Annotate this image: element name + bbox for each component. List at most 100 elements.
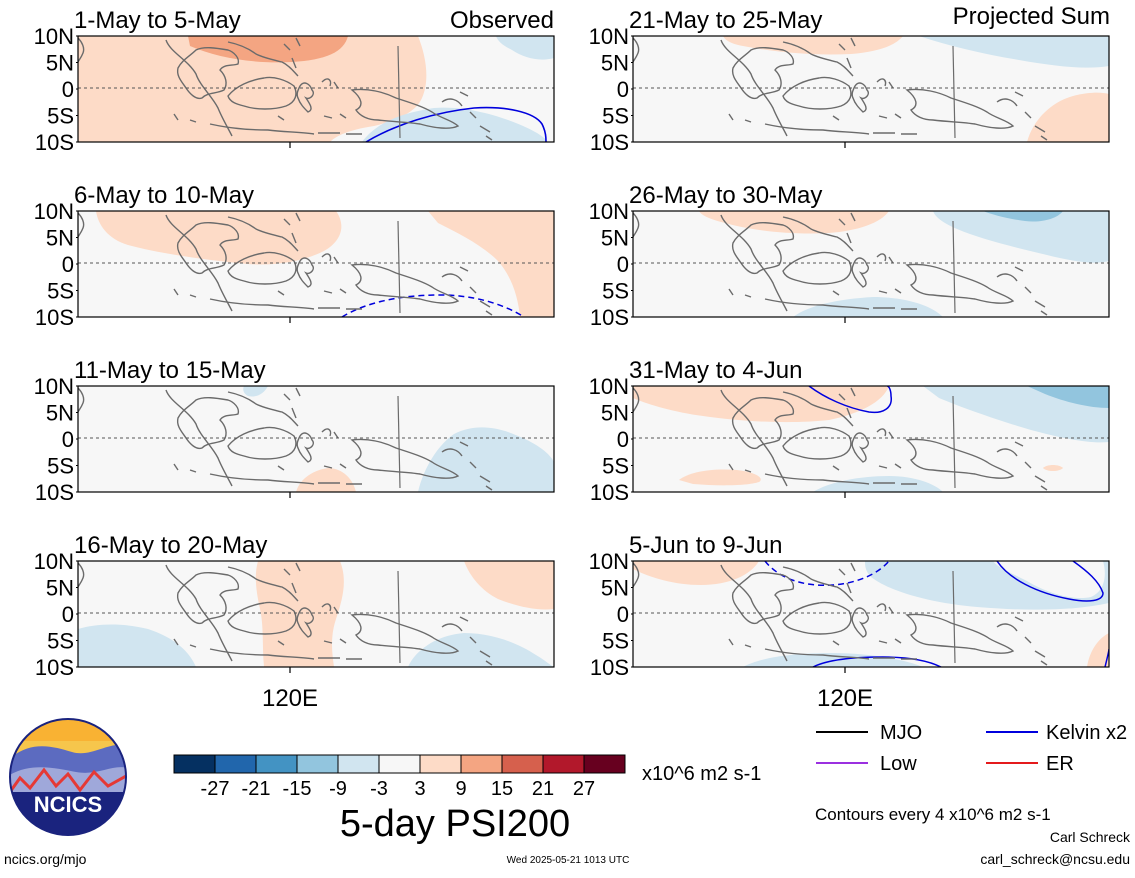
panel-title: 31-May to 4-Jun: [629, 357, 802, 384]
lat-tick-label: 10S: [35, 305, 74, 330]
lat-tick-label: 10S: [35, 480, 74, 505]
panel-6: 26-May to 30-May: [629, 182, 1110, 323]
lat-tick-label: 5S: [602, 104, 629, 129]
colorbar-swatch: [214, 754, 257, 774]
lat-tick-label: 5S: [47, 104, 74, 129]
lat-tick-label: 0: [617, 427, 629, 452]
lat-tick-label: 10N: [589, 199, 629, 224]
colorbar: -27 -21 -15 -9 -3 3 9 15 21 27: [173, 754, 626, 800]
lat-tick-label: 0: [617, 602, 629, 627]
lat-tick-label: 10N: [34, 549, 74, 574]
colorbar-swatch: [255, 754, 298, 774]
corner-label-observed: Observed: [450, 7, 554, 34]
author-name: Carl Schreck: [1050, 829, 1131, 845]
colorbar-label: 21: [532, 778, 554, 800]
lat-tick-label: 5N: [601, 51, 629, 76]
lat-tick-label: 0: [617, 252, 629, 277]
colorbar-swatch: [378, 754, 421, 774]
panel-3: 11-May to 15-May: [74, 357, 555, 498]
lat-tick-label: 5N: [46, 51, 74, 76]
colorbar-label: -15: [283, 778, 312, 800]
panel-4: 16-May to 20-May: [74, 532, 555, 673]
contour-note: Contours every 4 x10^6 m2 s-1: [815, 805, 1051, 824]
lat-tick-label: 10N: [34, 24, 74, 49]
panel-8: 5-Jun to 9-Jun: [629, 532, 1110, 673]
lat-tick-label: 0: [62, 602, 74, 627]
lat-tick-label: 10S: [590, 480, 629, 505]
panel-7: 31-May to 4-Jun: [629, 357, 1110, 498]
colorbar-label: 3: [414, 778, 425, 800]
lat-tick-label: 5N: [46, 401, 74, 426]
panel-title: 26-May to 30-May: [629, 182, 822, 209]
lat-tick-label: 0: [62, 427, 74, 452]
panel-1: 1-May to 5-May: [74, 7, 555, 148]
projected-sum-label: Projected Sum: [953, 3, 1110, 30]
panel-2: 6-May to 10-May: [74, 182, 555, 323]
lat-tick-label: 10N: [34, 374, 74, 399]
colorbar-label: -9: [329, 778, 347, 800]
legend: MJO Kelvin x2 Low ER: [816, 722, 1127, 775]
colorbar-swatch: [337, 754, 380, 774]
lat-tick-label: 10N: [589, 374, 629, 399]
legend-label-er: ER: [1046, 753, 1074, 775]
colorbar-swatch: [173, 754, 216, 774]
colorbar-swatch: [583, 754, 626, 774]
lat-tick-label: 10S: [590, 305, 629, 330]
lat-tick-label: 0: [62, 252, 74, 277]
panel-title: 6-May to 10-May: [74, 182, 254, 209]
site-link[interactable]: ncics.org/mjo: [4, 851, 87, 867]
panel-title: 11-May to 15-May: [74, 357, 266, 384]
legend-label-kelvin: Kelvin x2: [1046, 722, 1127, 744]
colorbar-units: x10^6 m2 s-1: [642, 763, 761, 785]
lat-tick-label: 5S: [47, 454, 74, 479]
author-email[interactable]: carl_schreck@ncsu.edu: [980, 851, 1130, 867]
lat-tick-label: 10S: [35, 655, 74, 680]
lat-tick-label: 10N: [589, 24, 629, 49]
lat-tick-label: 5S: [602, 454, 629, 479]
colorbar-swatch: [501, 754, 544, 774]
figure-title: 5-day PSI200: [340, 803, 570, 845]
colorbar-label: 15: [491, 778, 513, 800]
legend-label-low: Low: [880, 753, 917, 775]
lat-tick-label: 5S: [47, 629, 74, 654]
logo-text: NCICS: [34, 792, 102, 817]
lat-tick-label: 5N: [46, 576, 74, 601]
colorbar-swatch: [419, 754, 462, 774]
corner-label-projected: Projected Sum: [953, 3, 1110, 30]
legend-label-mjo: MJO: [880, 722, 922, 744]
lat-tick-label: 10S: [590, 130, 629, 155]
lat-tick-label: 5S: [602, 279, 629, 304]
longitude-label-left: 120E: [262, 685, 318, 712]
colorbar-label: -3: [370, 778, 388, 800]
lat-tick-label: 10S: [35, 130, 74, 155]
lat-tick-label: 5N: [601, 226, 629, 251]
colorbar-label: 27: [573, 778, 595, 800]
panel-title: 1-May to 5-May: [74, 7, 241, 34]
colorbar-label: -21: [242, 778, 271, 800]
longitude-label-right: 120E: [817, 685, 873, 712]
panel-title: 5-Jun to 9-Jun: [629, 532, 782, 559]
lat-tick-label: 10S: [590, 655, 629, 680]
colorbar-swatch: [296, 754, 339, 774]
colorbar-swatch: [542, 754, 585, 774]
lat-tick-label: 5S: [47, 279, 74, 304]
lat-tick-label: 5N: [601, 401, 629, 426]
timestamp: Wed 2025-05-21 1013 UTC: [507, 855, 630, 866]
lat-tick-label: 5N: [46, 226, 74, 251]
panel-5: 21-May to 25-May: [629, 7, 1110, 148]
panel-title: 16-May to 20-May: [74, 532, 267, 559]
observed-label: Observed: [450, 7, 554, 34]
lat-tick-label: 10N: [589, 549, 629, 574]
colorbar-label: 9: [455, 778, 466, 800]
ncics-logo: NCICS: [9, 718, 127, 836]
lat-tick-label: 10N: [34, 199, 74, 224]
colorbar-swatch: [460, 754, 503, 774]
panel-title: 21-May to 25-May: [629, 7, 822, 34]
latitude-axes: 10N5N05S10S10N5N05S10S10N5N05S10S10N5N05…: [34, 24, 633, 680]
lat-tick-label: 5S: [602, 629, 629, 654]
colorbar-label: -27: [201, 778, 230, 800]
lat-tick-label: 0: [617, 77, 629, 102]
lat-tick-label: 5N: [601, 576, 629, 601]
